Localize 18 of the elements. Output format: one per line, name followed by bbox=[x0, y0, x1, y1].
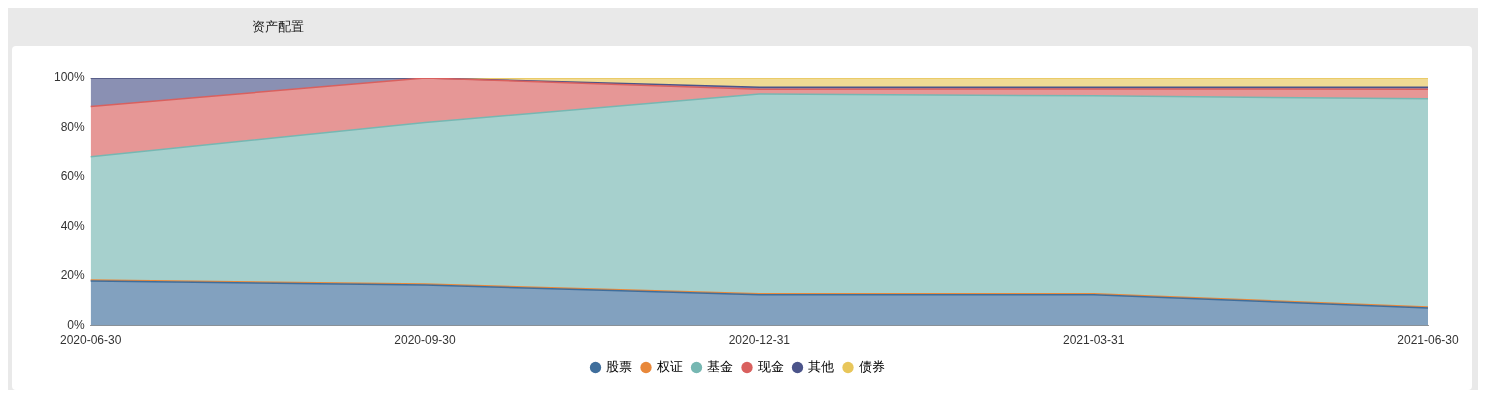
y-tick-label: 40% bbox=[60, 218, 86, 233]
y-tick-label: 0% bbox=[67, 317, 86, 332]
legend-label: 现金 bbox=[757, 358, 784, 374]
y-tick-label: 80% bbox=[60, 119, 86, 134]
x-tick-label: 2020-09-30 bbox=[394, 333, 457, 348]
x-tick-label: 2020-12-31 bbox=[728, 333, 791, 348]
x-tick-label: 2020-06-30 bbox=[60, 333, 122, 348]
legend-label: 债券 bbox=[858, 358, 885, 374]
legend-label: 股票 bbox=[606, 358, 632, 374]
legend-label: 其他 bbox=[808, 358, 834, 374]
y-tick-label: 100% bbox=[53, 70, 86, 85]
chart-title: 资产配置 bbox=[252, 18, 304, 36]
legend-label: 权证 bbox=[655, 358, 683, 374]
y-tick-label: 60% bbox=[60, 169, 86, 184]
y-tick-label: 20% bbox=[60, 268, 86, 283]
x-tick-label: 2021-06-30 bbox=[1397, 333, 1460, 348]
legend-label: 基金 bbox=[707, 358, 733, 374]
x-tick-label: 2021-03-31 bbox=[1062, 333, 1125, 348]
